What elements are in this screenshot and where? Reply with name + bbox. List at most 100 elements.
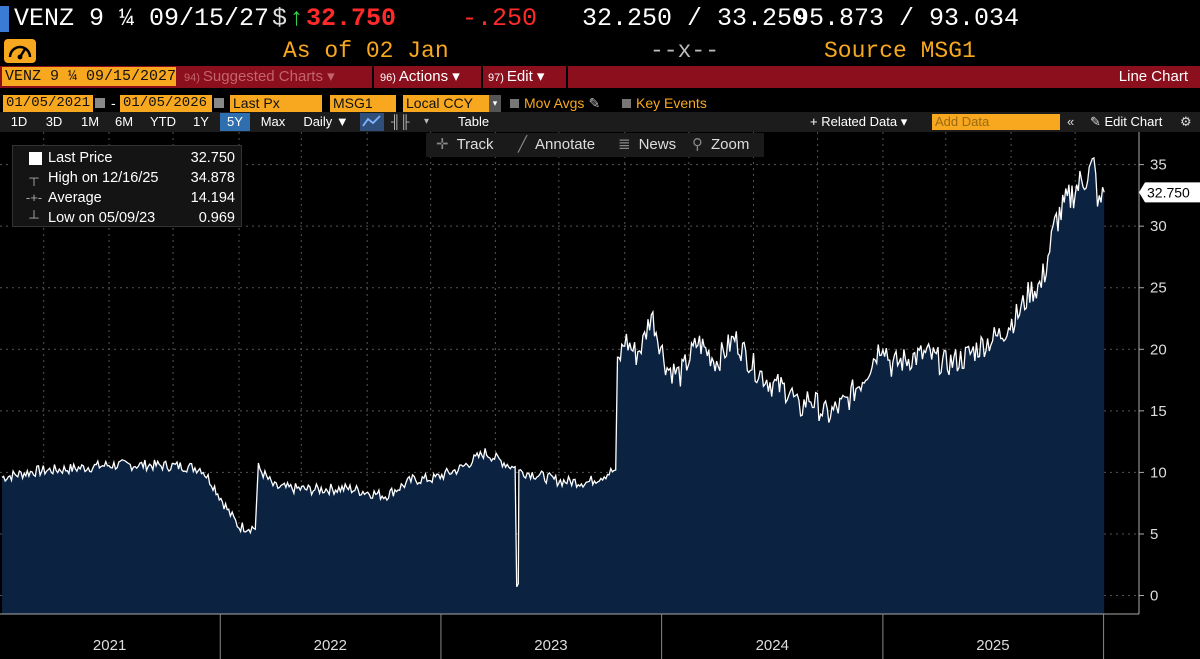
function-toolbar: VENZ 9 ¼ 09/15/2027 94) Suggested Charts … xyxy=(0,66,1200,88)
currency-dropdown-icon[interactable]: ▾ xyxy=(489,95,501,112)
style-dropdown-icon[interactable]: ▾ xyxy=(424,116,430,127)
news-icon: ≣ xyxy=(618,136,631,153)
edit-label: Edit ▾ xyxy=(506,68,545,85)
pricing-source: Source MSG1 xyxy=(824,38,976,64)
legend-low-label: Low on 05/09/23 xyxy=(48,210,156,226)
edit-menu[interactable]: 97) Edit ▾ xyxy=(488,67,544,86)
security-name[interactable]: VENZ 9 ¼ 09/15/27 xyxy=(14,4,270,33)
date-separator: - xyxy=(111,95,116,111)
range-max[interactable]: Max xyxy=(260,114,286,129)
edit-chart-button[interactable]: ✎ Edit Chart xyxy=(1090,113,1162,131)
x-axis-background xyxy=(0,614,1200,659)
chart-tools-bar: ✛ Track ╱ Annotate ≣ News ⚲ Zoom xyxy=(426,133,764,157)
legend-last-label: Last Price xyxy=(48,150,113,166)
last-value-text: 32.750 xyxy=(1147,184,1190,200)
y-axis-background xyxy=(1138,132,1200,659)
security-header: VENZ 9 ¼ 09/15/27 $ ↑ 32.750 -.250 32.25… xyxy=(0,0,1200,38)
suggested-charts-menu[interactable]: 94) Suggested Charts ▾ xyxy=(184,67,335,86)
range-1y[interactable]: 1Y xyxy=(193,114,209,129)
price-up-arrow-icon: ↑ xyxy=(289,4,305,33)
ticker-field[interactable]: VENZ 9 ¼ 09/15/2027 xyxy=(2,67,176,86)
track-tool[interactable]: ✛ Track xyxy=(436,135,494,155)
source-field[interactable]: MSG1 xyxy=(330,95,396,112)
key-events-checkbox[interactable] xyxy=(622,99,631,108)
price-line xyxy=(1,157,1105,588)
chart-legend: Last Price 32.750 ┬ High on 12/16/25 34.… xyxy=(12,145,242,227)
last-value-label: 32.750 xyxy=(1139,182,1200,203)
range-ytd[interactable]: YTD xyxy=(150,114,176,129)
last-value-tag xyxy=(1139,182,1200,203)
price-prefix: $ xyxy=(272,4,288,33)
key-events-label: Key Events xyxy=(636,95,707,111)
currency-select[interactable]: Local CCY xyxy=(403,95,489,112)
legend-low: ┴ Low on 05/09/23 0.969 xyxy=(13,208,241,228)
chart-options-row: 01/05/2021 - 01/05/2026 Last Px MSG1 Loc… xyxy=(0,92,1200,112)
price-field-select[interactable]: Last Px xyxy=(230,95,322,112)
range-toolbar: 1D 3D 1M 6M YTD 1Y 5Y Max Daily ▼ ╢╟ ▾ T… xyxy=(0,112,1200,132)
low-marker-icon: ┴ xyxy=(29,210,39,225)
legend-high-value: 34.878 xyxy=(190,170,235,186)
edit-chart-label: Edit Chart xyxy=(1104,114,1163,129)
x-marker: --x-- xyxy=(650,38,720,64)
yields: 95.873 / 93.034 xyxy=(794,4,1020,33)
add-data-input[interactable]: Add Data xyxy=(932,114,1060,130)
bid-ask: 32.250 / 33.250 xyxy=(582,4,808,33)
mov-avgs-checkbox[interactable] xyxy=(510,99,519,108)
edit-badge: 97) xyxy=(488,72,504,84)
last-price: 32.750 xyxy=(306,4,397,33)
zoom-label: Zoom xyxy=(711,136,750,153)
collapse-icon[interactable]: « xyxy=(1067,114,1075,129)
range-1m[interactable]: 1M xyxy=(80,114,100,129)
bar-style-icon[interactable]: ╢╟ xyxy=(391,114,410,129)
divider xyxy=(566,66,568,88)
calendar-icon[interactable] xyxy=(95,98,105,108)
y-axis: 0 5 10 15 20 25 30 35 xyxy=(1138,132,1200,659)
annotate-icon: ╱ xyxy=(518,136,528,153)
average-marker-icon: -+- xyxy=(25,190,43,205)
pencil-icon[interactable]: ✎ xyxy=(588,95,601,111)
y-tick-label: 20 xyxy=(1150,341,1167,358)
zoom-tool[interactable]: ⚲ Zoom xyxy=(692,135,749,155)
as-of-row: As of 02 Jan --x-- Source MSG1 xyxy=(0,38,1200,66)
y-tick-label: 15 xyxy=(1150,403,1167,420)
legend-avg-value: 14.194 xyxy=(190,190,235,206)
range-1d[interactable]: 1D xyxy=(10,114,28,129)
legend-average: -+- Average 14.194 xyxy=(13,188,241,208)
chart-type-label: Line Chart xyxy=(1118,68,1188,85)
annotate-label: Annotate xyxy=(535,136,596,153)
table-button[interactable]: Table xyxy=(458,114,490,129)
start-date-field[interactable]: 01/05/2021 xyxy=(3,95,93,112)
price-area-fill xyxy=(2,158,1105,614)
mov-avgs-toggle[interactable]: Mov Avgs ✎ xyxy=(510,95,600,112)
crosshair-icon: ✛ xyxy=(436,136,449,153)
key-events-toggle[interactable]: Key Events xyxy=(622,95,707,112)
related-data-menu[interactable]: + Related Data ▾ xyxy=(810,114,908,129)
suggested-badge: 94) xyxy=(184,72,200,84)
annotate-tool[interactable]: ╱ Annotate xyxy=(518,135,595,155)
x-axis: 2021 2022 2023 2024 2025 xyxy=(0,613,1200,659)
y-tick-label: 25 xyxy=(1150,280,1167,297)
range-6m[interactable]: 6M xyxy=(114,114,134,129)
white-square-icon xyxy=(29,152,42,165)
calendar-icon[interactable] xyxy=(214,98,224,108)
news-tool[interactable]: ≣ News xyxy=(618,135,676,155)
end-date-field[interactable]: 01/05/2026 xyxy=(120,95,212,112)
zoom-icon: ⚲ xyxy=(692,136,703,153)
y-tick-label: 0 xyxy=(1150,588,1158,605)
speedometer-icon[interactable] xyxy=(4,39,36,63)
news-label: News xyxy=(638,136,677,153)
legend-last-value: 32.750 xyxy=(190,150,235,166)
range-3d[interactable]: 3D xyxy=(45,114,63,129)
actions-badge: 96) xyxy=(380,72,396,84)
x-tick-label: 2022 xyxy=(314,637,347,654)
frequency-select[interactable]: Daily ▼ xyxy=(303,114,349,129)
settings-gear-icon[interactable]: ⚙ xyxy=(1180,114,1192,129)
actions-menu[interactable]: 96) Actions ▾ xyxy=(380,67,460,86)
divider xyxy=(372,66,374,88)
actions-label: Actions ▾ xyxy=(398,68,460,85)
legend-last-price[interactable]: Last Price 32.750 xyxy=(13,148,241,168)
line-style-icon[interactable] xyxy=(360,113,384,131)
range-5y[interactable]: 5Y xyxy=(220,113,250,131)
y-tick-label: 10 xyxy=(1150,464,1167,481)
divider xyxy=(481,66,483,88)
